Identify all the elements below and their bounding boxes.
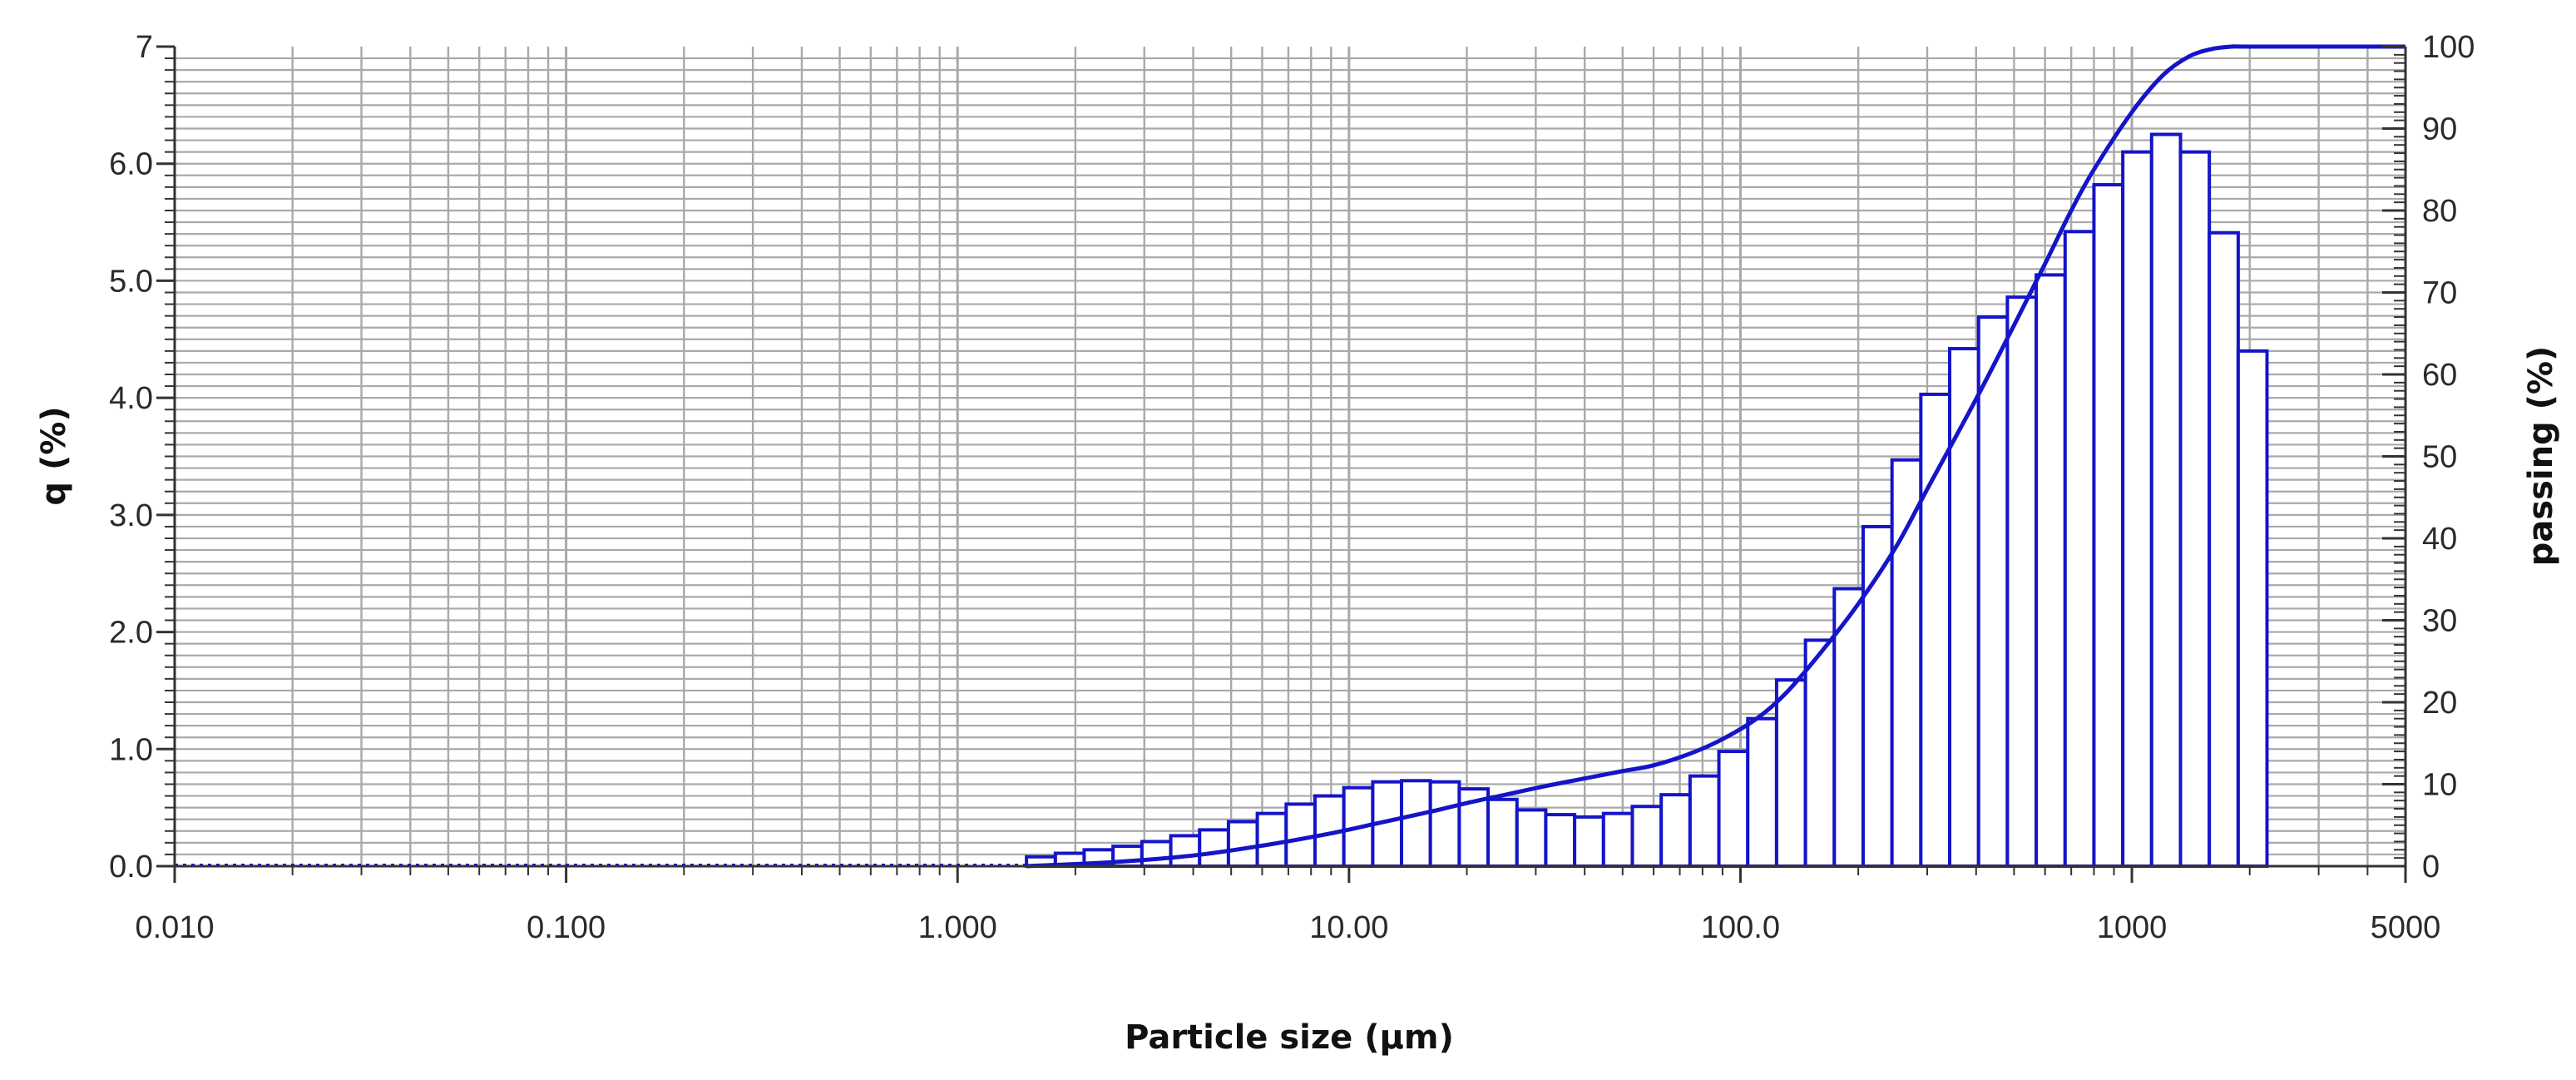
cumulative-curve-layer [1026, 44, 2405, 869]
histogram-bar [1573, 815, 1605, 869]
x-tick-label: 1.000 [918, 910, 997, 945]
histogram-bar [1226, 820, 1259, 868]
x-tick-label: 1000 [2097, 910, 2168, 945]
histogram-bar [1774, 678, 1807, 868]
histogram-bar [1890, 458, 1923, 868]
histogram-bar [2035, 273, 2067, 868]
histogram-bar [1486, 797, 1519, 868]
histogram-bar [2121, 150, 2153, 868]
histogram-bar [2092, 183, 2125, 869]
histogram-bar [2178, 150, 2212, 868]
y2-tick-label: 80 [2422, 194, 2457, 229]
y2-tick-label: 0 [2422, 850, 2440, 884]
x-tick-label: 5000 [2371, 910, 2441, 945]
histogram-bar [1284, 802, 1317, 869]
y2-tick-label: 10 [2422, 768, 2457, 803]
histogram-bar [1169, 834, 1202, 869]
y2-tick-label: 100 [2422, 30, 2475, 65]
histogram-bar [1717, 750, 1750, 868]
y2-tick-label: 40 [2422, 522, 2457, 557]
histogram-bar [2005, 295, 2039, 868]
histogram-bar [1515, 808, 1548, 869]
y2-tick-label: 90 [2422, 112, 2457, 147]
y2-axis-title: passing (%) [2522, 346, 2560, 567]
x-tick-label: 0.100 [527, 910, 606, 945]
histogram-bar [2236, 349, 2269, 869]
histogram-bar [1544, 813, 1577, 868]
x-axis-title: Particle size (µm) [1125, 1018, 1454, 1057]
cumulative-passing-line [1026, 44, 2405, 869]
histogram-bar [1976, 315, 2010, 868]
histogram-bar [1948, 347, 1980, 868]
histogram-bar [1601, 811, 1634, 869]
y-tick-label: 4.0 [109, 381, 153, 416]
x-tick-label: 10.00 [1309, 910, 1388, 945]
axes [156, 45, 2407, 883]
y-tick-label: 2.0 [109, 616, 153, 651]
histogram-bar [1255, 811, 1288, 869]
x-tick-label: 0.010 [135, 910, 214, 945]
histogram-bar [2208, 230, 2240, 868]
histogram-bar [1919, 392, 1952, 868]
y-tick-label: 3.0 [109, 498, 153, 533]
histogram-bar [2149, 132, 2183, 869]
histogram-bar [1198, 828, 1230, 869]
x-tick-label: 100.0 [1701, 910, 1780, 945]
histogram-bar [1630, 805, 1664, 868]
histogram-bar [1659, 793, 1692, 869]
y2-tick-label: 30 [2422, 604, 2457, 639]
y-tick-label: 6.0 [109, 147, 153, 182]
histogram-bar [1688, 774, 1721, 869]
y-tick-label: 0.0 [109, 850, 153, 884]
y-tick-label: 1.0 [109, 732, 153, 767]
histogram-bar [1803, 638, 1837, 869]
y2-tick-label: 20 [2422, 686, 2457, 721]
y-axis-title: q (%) [35, 406, 73, 505]
y-tick-label: 7 [136, 30, 153, 65]
y2-tick-label: 60 [2422, 358, 2457, 393]
histogram-bar [1399, 779, 1432, 868]
histogram-bar [2063, 230, 2096, 869]
y2-tick-label: 70 [2422, 276, 2457, 311]
histogram-bar [1140, 840, 1173, 869]
y-tick-label: 5.0 [109, 264, 153, 299]
tick-labels: 0.010 0.100 1.000 10.00 100.0 1000 50000.01.02… [109, 30, 2475, 945]
histogram-bar [1746, 716, 1778, 869]
histogram-bar [1428, 780, 1461, 869]
y2-tick-label: 50 [2422, 440, 2457, 475]
